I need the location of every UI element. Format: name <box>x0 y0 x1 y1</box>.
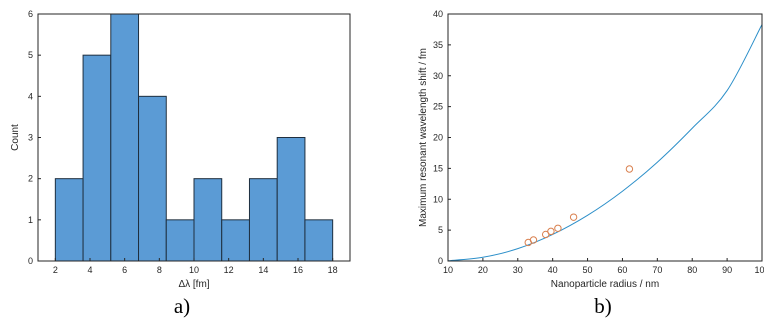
y-tick-label: 40 <box>433 9 443 19</box>
histogram-bar <box>221 219 250 262</box>
y-tick-label: 4 <box>28 91 33 101</box>
x-tick-label: 12 <box>224 265 234 275</box>
histogram-axes-box <box>37 13 351 262</box>
x-tick-label: 10 <box>189 265 199 275</box>
scatter-ticks: 10 20 30 40 50 60 70 80 90 100 0 5 10 15 20 25 30 35 40 <box>433 9 764 275</box>
histogram-x-axis-label: Δλ [fm] <box>178 279 209 290</box>
y-tick-label: 20 <box>433 133 443 143</box>
histogram-bar <box>110 13 140 262</box>
x-tick-label: 4 <box>87 265 92 275</box>
histogram-bar <box>276 137 306 262</box>
y-tick-label: 1 <box>28 215 33 225</box>
histogram-bar <box>54 178 84 262</box>
histogram-bar <box>248 178 278 262</box>
x-tick-label: 10 <box>443 265 453 275</box>
y-tick-label: 5 <box>438 225 443 235</box>
y-tick-label: 3 <box>28 133 33 143</box>
x-tick-label: 6 <box>122 265 127 275</box>
scatter-axes-box <box>447 13 763 262</box>
scatter-y-axis-label: Maximum resonant wavelength shift / fm <box>418 48 429 227</box>
x-tick-label: 8 <box>157 265 162 275</box>
y-tick-label: 0 <box>28 256 33 266</box>
scatter-x-axis-label: Nanoparticle radius / nm <box>551 279 659 290</box>
y-tick-label: 5 <box>28 50 33 60</box>
x-tick-label: 2 <box>53 265 58 275</box>
y-tick-label: 15 <box>433 163 443 173</box>
panel-label-b: b) <box>594 294 612 318</box>
scatter-panel: 10 20 30 40 50 60 70 80 90 100 0 5 10 15 20 25 30 35 40 Na… <box>418 9 764 318</box>
y-tick-label: 6 <box>28 9 33 19</box>
histogram-bar <box>193 178 223 262</box>
data-markers <box>524 165 634 247</box>
x-tick-label: 16 <box>293 265 303 275</box>
x-tick-label: 80 <box>687 265 697 275</box>
data-point-marker <box>547 227 555 236</box>
y-tick-label: 2 <box>28 174 33 184</box>
x-tick-label: 18 <box>328 265 338 275</box>
data-point-marker <box>529 236 538 244</box>
x-tick-label: 20 <box>478 265 488 275</box>
x-tick-label: 30 <box>513 265 523 275</box>
data-point-marker <box>554 224 562 232</box>
panel-label-a: a) <box>174 294 190 318</box>
x-tick-label: 90 <box>722 265 732 275</box>
histogram-y-axis-label: Count <box>10 124 21 151</box>
histogram-bar <box>138 95 167 262</box>
histogram-bar <box>82 54 112 262</box>
x-tick-label: 60 <box>617 265 627 275</box>
x-tick-label: 100 <box>754 265 764 275</box>
histogram-bars <box>54 13 334 262</box>
y-tick-label: 0 <box>438 256 443 266</box>
x-tick-label: 40 <box>548 265 558 275</box>
fit-curve <box>447 24 763 262</box>
x-tick-label: 14 <box>258 265 268 275</box>
data-point-marker <box>569 213 578 221</box>
x-tick-label: 70 <box>652 265 662 275</box>
y-tick-label: 25 <box>433 102 443 112</box>
y-tick-label: 35 <box>433 40 443 50</box>
histogram-bar <box>304 219 334 262</box>
x-tick-label: 50 <box>583 265 593 275</box>
y-tick-label: 30 <box>433 71 443 81</box>
data-point-marker <box>625 165 634 173</box>
y-tick-label: 10 <box>433 194 443 204</box>
histogram-bar <box>165 219 195 262</box>
